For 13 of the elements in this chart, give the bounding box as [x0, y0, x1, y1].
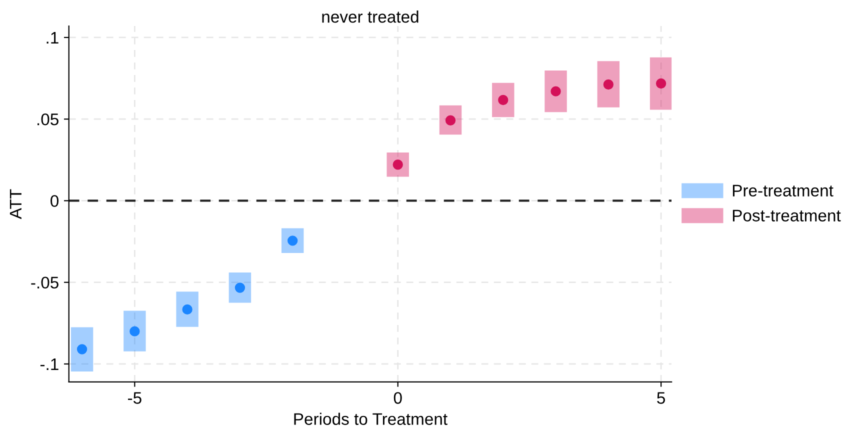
x-tick-label: -5	[128, 392, 142, 404]
chart-title: never treated	[322, 10, 418, 23]
y-tick-label: -.05	[31, 276, 58, 289]
x-axis-title: Periods to Treatment	[294, 412, 448, 425]
y-tick-label: 0	[50, 195, 59, 207]
y-tick-label: .1	[46, 32, 58, 44]
x-tick-label: 5	[657, 392, 665, 404]
y-tick-label: .05	[38, 113, 58, 126]
legend-label: Post-treatment	[732, 210, 841, 222]
x-tick-label: 0	[394, 392, 402, 404]
y-tick-label: -.1	[40, 358, 58, 370]
y-axis-title: ATT	[10, 189, 22, 220]
legend-label: Pre-treatment	[732, 184, 834, 197]
